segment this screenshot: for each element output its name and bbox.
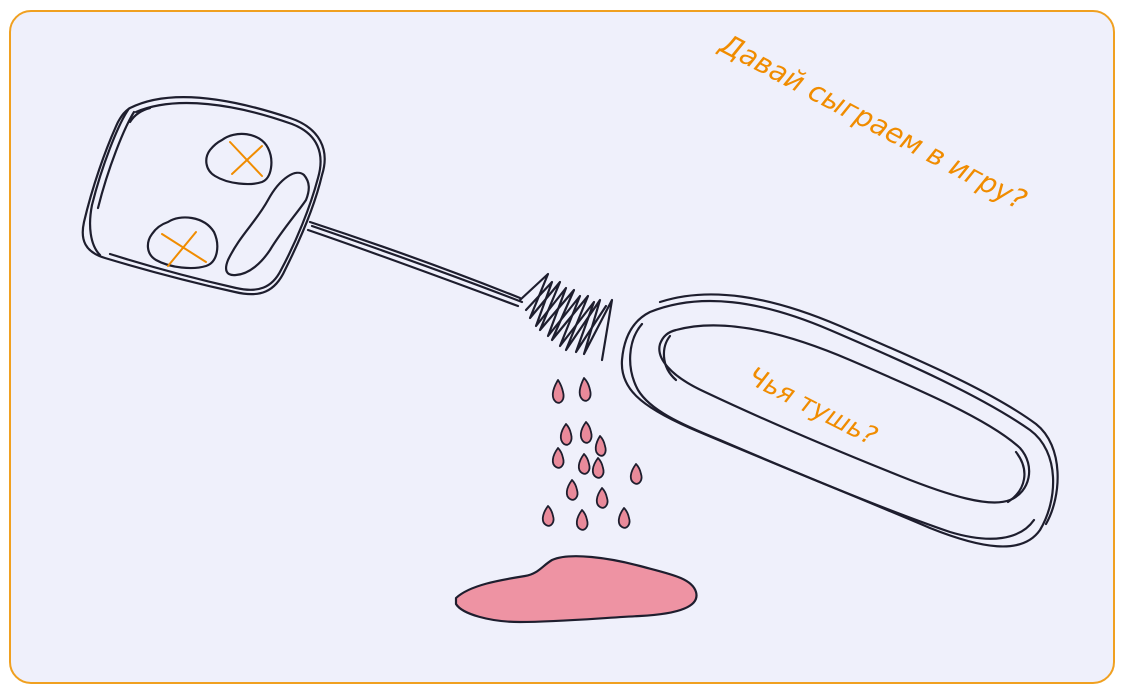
ink-drop-icon [541, 377, 643, 531]
tube-label-text: Чья тушь? [743, 362, 882, 453]
mascara-brush-icon [81, 95, 614, 362]
mascara-tube-cap-icon [620, 293, 1059, 548]
ink-puddle-icon [454, 555, 698, 624]
cross-eye-icon [161, 141, 263, 267]
headline-text: Давай сыграем в игру? [713, 26, 1032, 217]
